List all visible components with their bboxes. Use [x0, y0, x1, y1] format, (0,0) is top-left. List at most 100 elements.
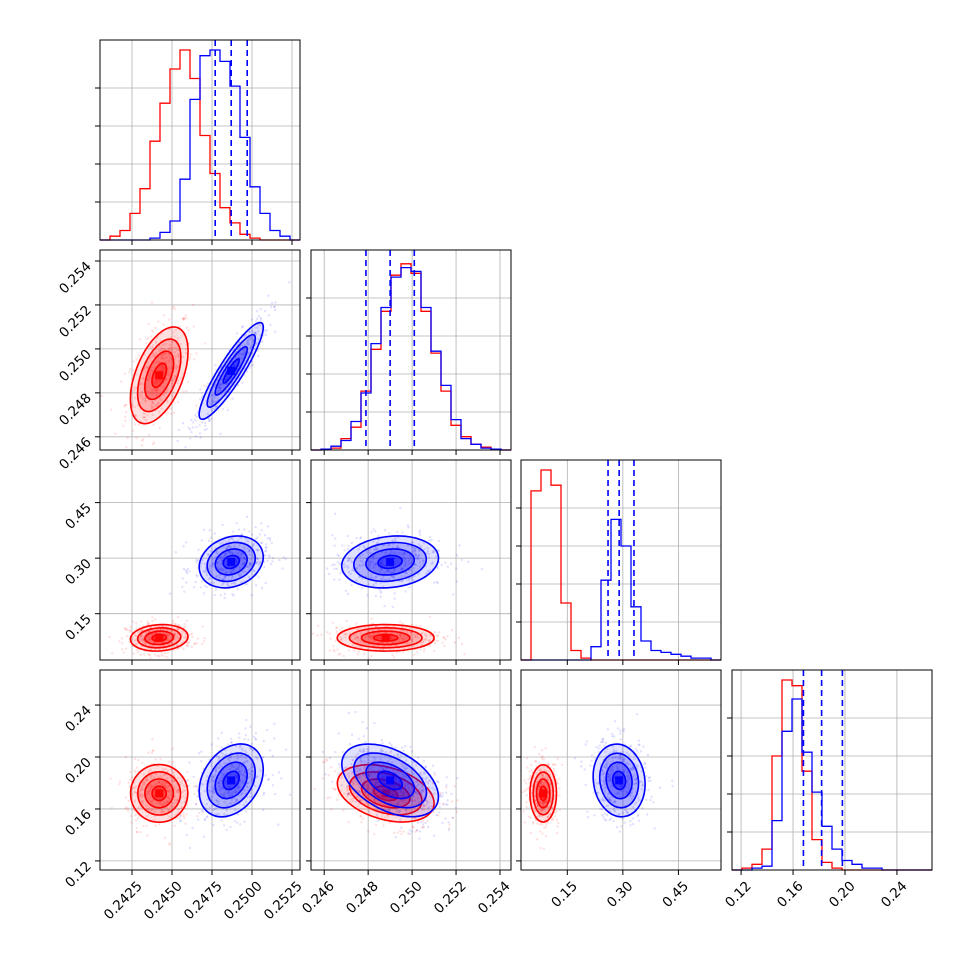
- scatter-point: [195, 415, 198, 419]
- scatter-point: [260, 522, 263, 525]
- scatter-point: [199, 388, 202, 391]
- scatter-point: [210, 407, 213, 410]
- scatter-point: [555, 832, 559, 835]
- y-tick-label: 0.24: [62, 703, 95, 736]
- scatter-point: [132, 652, 135, 655]
- panel-3-0: 0.24250.24500.24750.25000.25250.120.160.…: [62, 669, 306, 923]
- scatter-point: [195, 425, 198, 429]
- scatter-point: [145, 390, 148, 394]
- scatter-point: [253, 331, 257, 335]
- scatter-point: [133, 405, 136, 409]
- scatter-point: [252, 569, 255, 572]
- scatter-point: [274, 792, 277, 796]
- scatter-point: [159, 391, 162, 394]
- scatter-point: [184, 637, 187, 640]
- scatter-point: [138, 338, 141, 341]
- scatter-point: [174, 375, 177, 378]
- scatter-point: [388, 532, 391, 535]
- scatter-point: [211, 565, 214, 568]
- scatter-point: [433, 834, 436, 837]
- scatter-point: [160, 348, 163, 352]
- scatter-point: [404, 590, 407, 593]
- scatter-point: [435, 634, 438, 638]
- scatter-point: [245, 583, 249, 586]
- scatter-point: [212, 395, 216, 398]
- scatter-point: [222, 824, 226, 827]
- scatter-point: [255, 342, 258, 345]
- scatter-point: [126, 628, 129, 632]
- scatter-point: [146, 361, 149, 365]
- scatter-point: [182, 318, 185, 321]
- scatter-point: [142, 640, 145, 644]
- scatter-point: [154, 653, 157, 656]
- scatter-point: [209, 577, 212, 580]
- scatter-point: [267, 554, 271, 557]
- scatter-point: [357, 737, 360, 740]
- scatter-point: [381, 742, 384, 745]
- scatter-point: [212, 823, 215, 827]
- scatter-point: [222, 578, 225, 581]
- scatter-point: [540, 748, 543, 752]
- scatter-point: [159, 628, 162, 631]
- scatter-point: [170, 637, 173, 640]
- scatter-point: [542, 847, 545, 851]
- scatter-point: [188, 428, 192, 431]
- scatter-point: [161, 364, 164, 367]
- scatter-point: [210, 394, 214, 397]
- scatter-point: [158, 349, 161, 352]
- scatter-point: [172, 378, 175, 382]
- scatter-point: [207, 382, 210, 385]
- scatter-point: [114, 432, 117, 435]
- scatter-point: [202, 528, 206, 532]
- scatter-point: [538, 823, 542, 826]
- scatter-point: [259, 541, 263, 545]
- scatter-point: [188, 356, 192, 359]
- scatter-point: [182, 567, 186, 571]
- scatter-point: [163, 366, 166, 370]
- scatter-point: [393, 592, 396, 595]
- scatter-point: [547, 763, 550, 766]
- scatter-point: [147, 635, 150, 638]
- scatter-point: [160, 654, 163, 658]
- scatter-point: [151, 616, 154, 619]
- scatter-point: [168, 373, 172, 376]
- scatter-point: [377, 534, 380, 538]
- scatter-point: [601, 813, 604, 817]
- scatter-point: [249, 563, 252, 566]
- scatter-point: [186, 567, 190, 571]
- scatter-point: [150, 405, 153, 409]
- scatter-point: [156, 361, 159, 364]
- scatter-point: [165, 389, 168, 393]
- density-peak: [155, 789, 164, 798]
- scatter-point: [222, 582, 225, 585]
- scatter-point: [328, 756, 332, 760]
- scatter-point: [250, 562, 253, 565]
- scatter-point: [259, 307, 262, 311]
- scatter-point: [133, 389, 136, 392]
- scatter-point: [185, 770, 189, 774]
- scatter-point: [214, 400, 218, 403]
- scatter-point: [124, 419, 127, 422]
- scatter-point: [521, 791, 524, 794]
- scatter-point: [251, 331, 255, 335]
- scatter-point: [204, 566, 207, 569]
- scatter-point: [183, 801, 187, 804]
- scatter-point: [159, 339, 162, 342]
- scatter-point: [410, 750, 414, 753]
- histogram-blue: [521, 518, 721, 661]
- scatter-point: [184, 633, 187, 636]
- scatter-point: [590, 759, 593, 762]
- scatter-point: [256, 337, 260, 340]
- scatter-point: [264, 550, 267, 553]
- scatter-point: [437, 539, 440, 543]
- scatter-point: [410, 830, 414, 833]
- scatter-point: [246, 539, 249, 542]
- scatter-point: [396, 530, 399, 534]
- scatter-point: [176, 382, 179, 385]
- scatter-point: [234, 559, 237, 562]
- scatter-point: [152, 406, 155, 409]
- scatter-point: [207, 539, 211, 542]
- scatter-point: [544, 747, 547, 750]
- scatter-point: [237, 572, 241, 575]
- scatter-point: [137, 758, 140, 762]
